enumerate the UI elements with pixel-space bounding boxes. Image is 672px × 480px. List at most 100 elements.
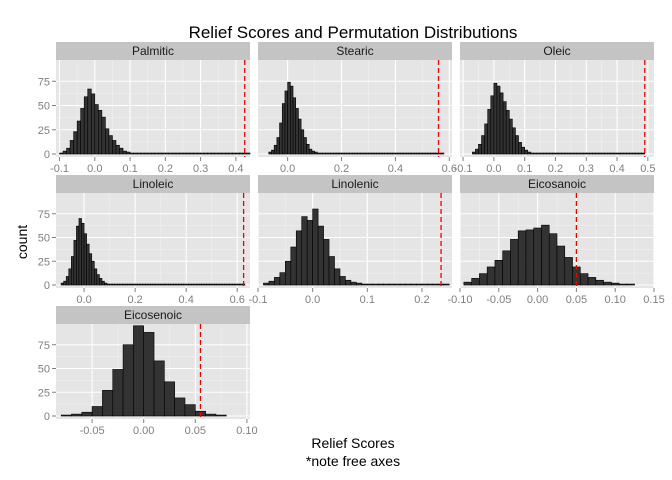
histogram-bar bbox=[228, 152, 233, 155]
chart-title: Relief Scores and Permutation Distributi… bbox=[189, 23, 518, 42]
facet-eicosanoic: Eicosanoic -0.10 -0.05 0.00 0.05 0.10 0.15 bbox=[447, 175, 665, 306]
y-tick-label: 50 bbox=[38, 364, 50, 376]
histogram-bar bbox=[603, 281, 612, 286]
x-tick-label: 0.4 bbox=[388, 163, 403, 175]
histogram-bar bbox=[152, 283, 156, 286]
histogram-bar bbox=[408, 152, 412, 155]
histogram-bar bbox=[541, 224, 550, 286]
histogram-bar bbox=[573, 152, 578, 155]
histogram-bar bbox=[493, 82, 498, 155]
y-tick-label: 75 bbox=[38, 209, 50, 221]
facet-strip-linolenic bbox=[258, 175, 452, 193]
histogram-bar bbox=[225, 152, 230, 155]
histogram-bar bbox=[427, 283, 434, 286]
histogram-bar bbox=[99, 278, 103, 286]
histogram-bar bbox=[317, 225, 324, 286]
facet-linoleic: Linoleic 0 25 50 75 0.0 0.2 0.4 0.6 bbox=[38, 175, 250, 306]
histogram-bar bbox=[160, 283, 164, 286]
histogram-bar bbox=[298, 118, 302, 155]
histogram-bar bbox=[499, 92, 504, 155]
histogram-bar bbox=[287, 81, 291, 155]
x-tick-label: 0.05 bbox=[185, 425, 206, 437]
histogram-bar bbox=[193, 152, 198, 155]
histogram-bar bbox=[78, 218, 82, 286]
histogram-bar bbox=[91, 406, 103, 417]
histogram-bar bbox=[111, 283, 116, 286]
histogram-bar bbox=[582, 152, 587, 155]
histogram-bar bbox=[239, 152, 244, 155]
histogram-bar bbox=[539, 152, 544, 155]
histogram-bar bbox=[306, 220, 313, 286]
histogram-bar bbox=[308, 148, 313, 155]
histogram-bar bbox=[638, 152, 642, 155]
histogram-bar bbox=[338, 152, 342, 155]
histogram-bar bbox=[295, 108, 299, 155]
histogram-bar bbox=[116, 283, 121, 286]
histogram-bar bbox=[579, 152, 584, 155]
histogram-bar bbox=[86, 243, 90, 286]
histogram-bar bbox=[301, 216, 308, 286]
x-tick-label: -0.05 bbox=[80, 425, 105, 437]
histogram-bar bbox=[137, 283, 141, 286]
histogram-bar bbox=[80, 108, 85, 155]
histogram-bar bbox=[556, 245, 566, 286]
facet-strip-oleic bbox=[460, 42, 654, 60]
histogram-bar bbox=[311, 150, 315, 155]
histogram-bar bbox=[174, 397, 186, 417]
histogram-bar bbox=[325, 152, 329, 155]
histogram-bar bbox=[127, 283, 131, 286]
histogram-bar bbox=[346, 152, 350, 155]
histogram-bar bbox=[132, 283, 136, 286]
histogram-bar bbox=[150, 152, 156, 155]
facet-stearic: Stearic 0.0 0.2 0.4 0.6 bbox=[258, 42, 457, 175]
histogram-bar bbox=[193, 283, 197, 286]
histogram-bar bbox=[635, 152, 639, 155]
facet-strip-label-eicosenoic: Eicosenoic bbox=[124, 308, 182, 322]
histogram-bar bbox=[246, 152, 251, 155]
histogram-bar bbox=[629, 152, 633, 155]
histogram-bar bbox=[502, 250, 511, 286]
histogram-bar bbox=[411, 152, 415, 155]
histogram-bar bbox=[172, 152, 177, 155]
histogram-bar bbox=[397, 152, 402, 155]
histogram-bar bbox=[372, 283, 379, 286]
histogram-bar bbox=[122, 344, 134, 417]
histogram-bar bbox=[525, 229, 535, 286]
histogram-bar bbox=[295, 230, 303, 286]
histogram-bar bbox=[300, 129, 305, 155]
histogram-bar bbox=[549, 152, 553, 155]
histogram-bar bbox=[206, 283, 210, 286]
histogram-bar bbox=[373, 152, 377, 155]
facet-strip-eicosanoic bbox=[460, 175, 654, 193]
histogram-bar bbox=[101, 116, 106, 155]
histogram-bar bbox=[558, 152, 562, 155]
histogram-bar bbox=[502, 101, 507, 155]
facet-strip-label-stearic: Stearic bbox=[336, 44, 373, 58]
histogram-bar bbox=[60, 414, 72, 417]
histogram-bar bbox=[124, 283, 128, 286]
histogram-bar bbox=[133, 152, 138, 155]
histogram-bar bbox=[524, 149, 529, 155]
histogram-bar bbox=[63, 280, 67, 286]
histogram-bar bbox=[142, 283, 146, 286]
histogram-bar bbox=[198, 283, 202, 286]
histogram-bar bbox=[314, 151, 318, 155]
histogram-bar bbox=[368, 152, 372, 155]
histogram-bar bbox=[201, 283, 205, 286]
histogram-bar bbox=[392, 152, 396, 155]
x-tick-label: 0.3 bbox=[579, 163, 594, 175]
histogram-bar bbox=[165, 283, 169, 286]
histogram-bar bbox=[443, 283, 450, 286]
histogram-bar bbox=[183, 283, 187, 286]
histogram-bar bbox=[576, 152, 581, 155]
histogram-bar bbox=[478, 144, 482, 155]
histogram-bar bbox=[59, 152, 64, 155]
y-tick-label: 75 bbox=[38, 340, 50, 352]
facet-strip-label-palmitic: Palmitic bbox=[132, 44, 174, 58]
histogram-bar bbox=[323, 239, 330, 286]
x-tick-label: 0.1 bbox=[517, 163, 532, 175]
histogram-bar bbox=[335, 152, 340, 155]
x-tick-label: 0.4 bbox=[609, 163, 624, 175]
histogram-bar bbox=[157, 283, 161, 286]
histogram-bar bbox=[112, 369, 124, 417]
